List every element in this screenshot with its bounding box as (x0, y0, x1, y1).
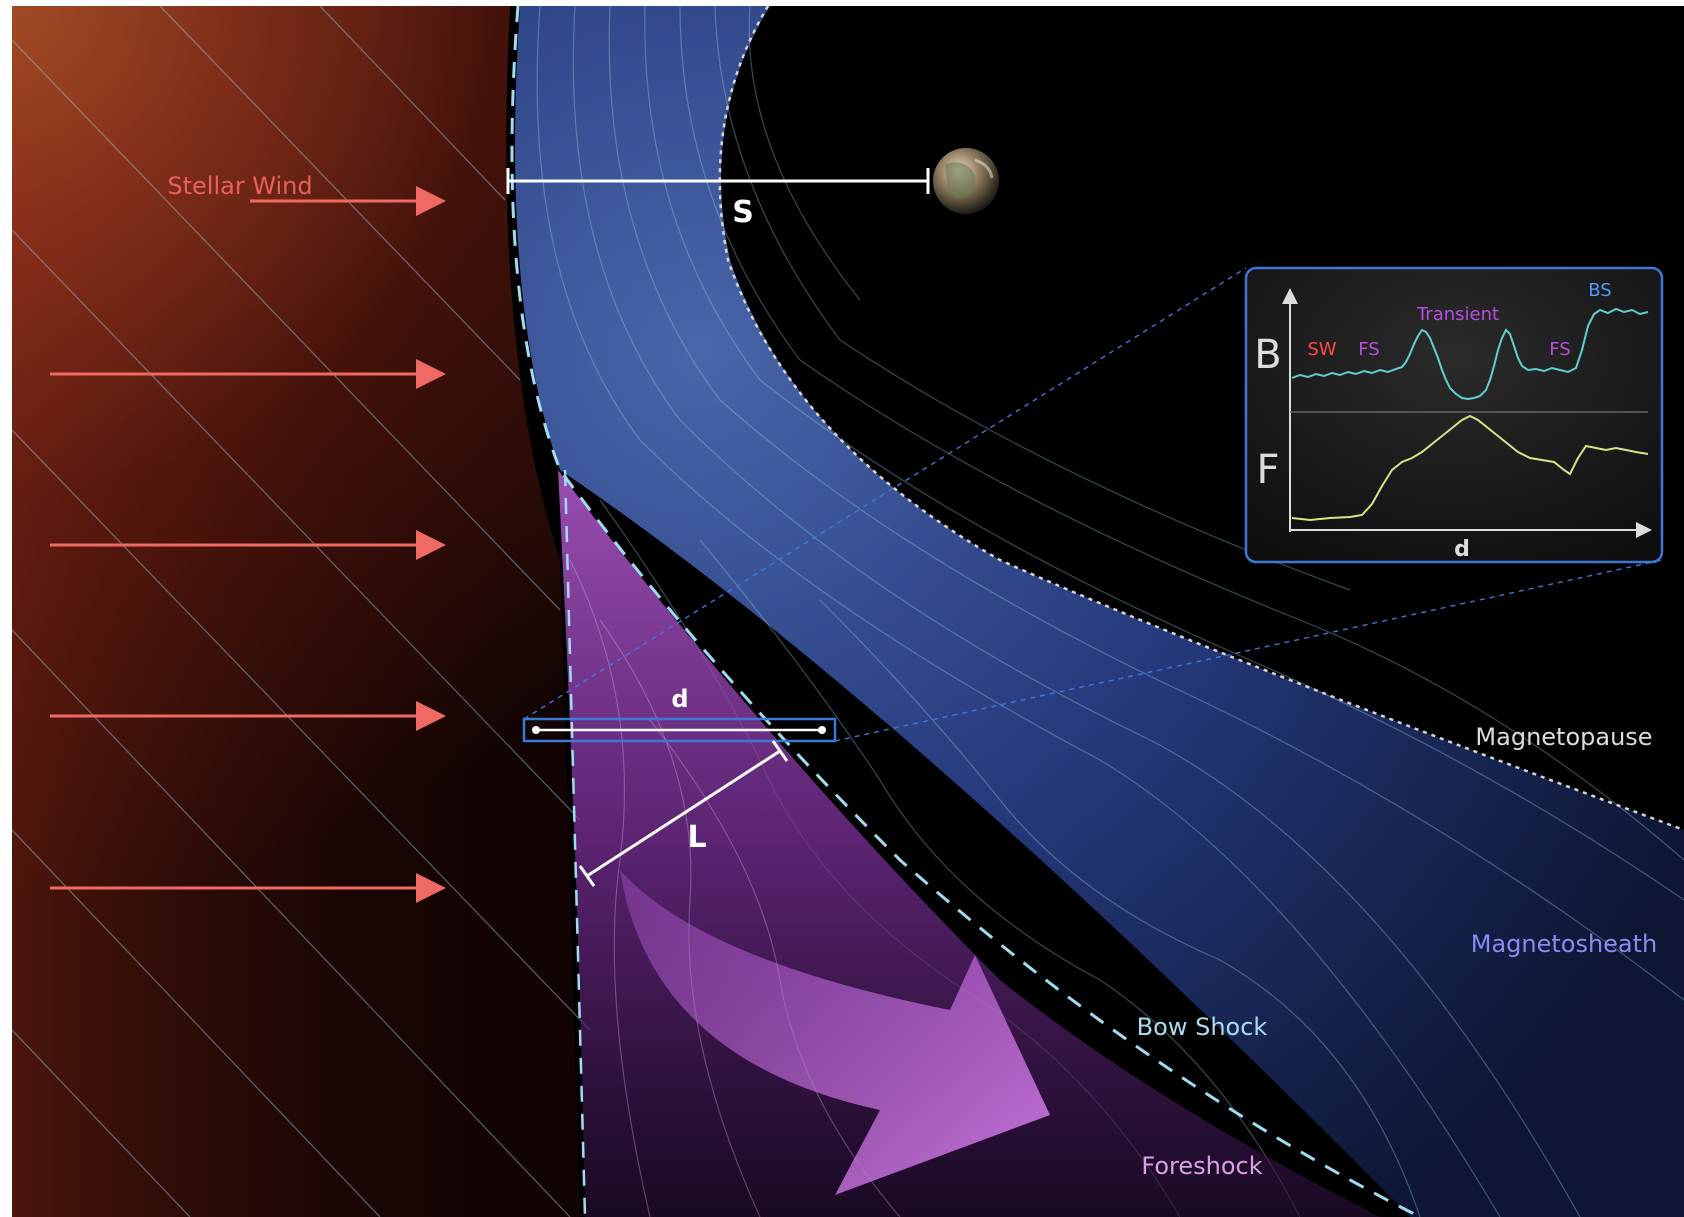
inset-d-label: d (1454, 537, 1470, 562)
earth-like-planet-icon (933, 148, 999, 214)
foreshock-boundary-line (563, 469, 587, 1217)
stellar-wind-label: Stellar Wind (167, 172, 312, 200)
magnetosheath-label: Magnetosheath (1471, 930, 1658, 958)
bow-shock-label: Bow Shock (1137, 1013, 1268, 1041)
b-field-trace (1291, 307, 1649, 401)
inset-f-label: F (1256, 447, 1279, 493)
bow-shock-line (510, 5, 1421, 1217)
foreshock-label: Foreshock (1141, 1152, 1262, 1180)
standoff-label: S (732, 195, 754, 230)
stellar-field-lines (11, 5, 591, 1217)
inset-b-label: B (1254, 332, 1281, 378)
flux-trace (1291, 414, 1649, 522)
magnetopause-label: Magnetopause (1475, 723, 1652, 751)
magnetopause-line (718, 5, 1684, 832)
stellar-wind-arrows (50, 186, 446, 903)
magnetosheath-field-lines (536, 5, 1684, 1217)
transient-length-bar (578, 740, 789, 887)
inset-sw-label: SW (1307, 339, 1336, 360)
inset-fs-right-label: FS (1549, 339, 1570, 360)
sample-length-label: d (671, 685, 688, 713)
transient-length-label: L (687, 820, 706, 855)
inset-projection-lines (523, 267, 1663, 742)
inset-bs-label: BS (1588, 280, 1611, 301)
inset-transient-label: Transient (1416, 304, 1499, 325)
magnetosheath-region (515, 6, 1684, 1217)
sample-region-box (522, 717, 837, 743)
inset-plot-panel: B F d SW FS Transient FS BS (1244, 266, 1664, 564)
transient-motion-arrow (620, 870, 1050, 1195)
standoff-distance-bar (506, 168, 930, 194)
inset-fs-left-label: FS (1358, 339, 1379, 360)
